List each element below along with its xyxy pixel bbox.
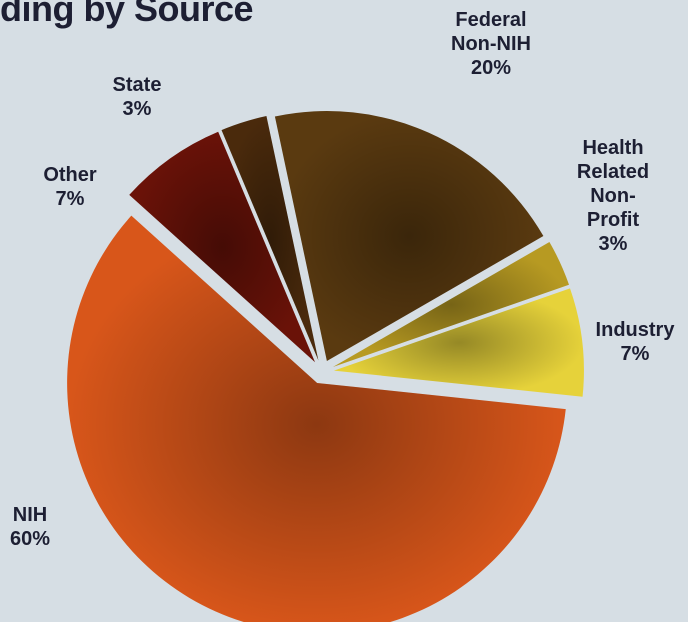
category-label: Other [43,164,97,186]
category-label: Federal Non-NIH [451,9,531,55]
slice-label: State 3% [113,73,162,121]
category-label: Health Related Non-Profit [576,137,650,231]
value-label: 7% [620,343,650,365]
value-label: 3% [122,98,152,120]
slice-label: Other 7% [43,163,96,211]
slice-label: Health Related Non-Profit 3% [576,136,651,256]
value-label: 20% [470,57,512,79]
chart-title: ding by Source [0,0,254,29]
value-label: 60% [9,528,51,550]
slice-label: Industry 7% [596,318,675,366]
category-label: NIH [12,504,48,526]
slice-label: NIH 60% [10,503,50,551]
category-label: Industry [595,319,675,341]
slice-label: Federal Non-NIH 20% [451,8,531,80]
value-label: 7% [55,188,85,210]
value-label: 3% [598,233,628,255]
category-label: State [112,74,162,96]
